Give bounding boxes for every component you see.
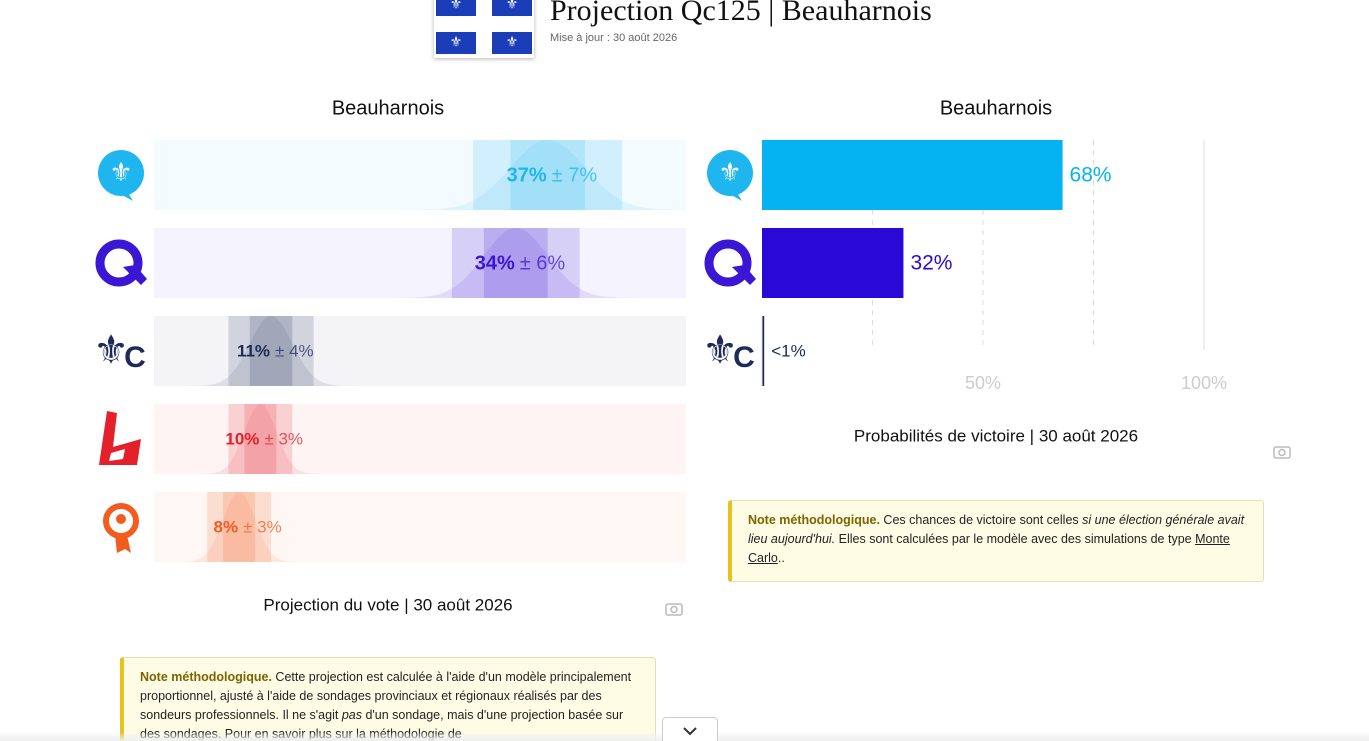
party-logo — [100, 244, 147, 285]
row-background — [154, 316, 686, 386]
value-label: 11% — [237, 341, 270, 360]
error-core — [249, 316, 293, 386]
distribution-curve — [398, 140, 686, 210]
row-background — [154, 492, 686, 562]
party-logo — [99, 411, 141, 465]
x-tick-label: 100% — [1181, 373, 1227, 393]
value-label: <1% — [771, 341, 806, 360]
methodology-note: Note méthodologique. Ces chances de vict… — [728, 500, 1264, 582]
flag-graphic: ⚜ ⚜ ⚜ ⚜ — [434, 0, 534, 58]
chart-caption: Projection du vote | 30 août 2026 — [263, 595, 512, 614]
chart-caption: Probabilités de victoire | 30 août 2026 — [854, 426, 1138, 445]
chart-title: Beauharnois — [940, 97, 1052, 119]
error-core — [510, 140, 585, 210]
party-logo — [106, 506, 136, 553]
value-label: 10% — [225, 429, 259, 448]
bar — [762, 140, 1063, 210]
svg-text:⚜: ⚜ — [450, 0, 463, 12]
error-band — [451, 228, 580, 298]
svg-text:⚜: ⚜ — [506, 0, 519, 12]
methodology-note: Note méthodologique. Cette projection es… — [120, 657, 656, 741]
row-background — [154, 404, 686, 474]
party-logo — [707, 150, 753, 201]
error-band — [207, 492, 272, 562]
error-label: ± 4% — [275, 341, 314, 360]
error-core — [483, 228, 548, 298]
row-background — [154, 140, 686, 210]
error-core — [223, 492, 256, 562]
note-text: Cette projection est calculée à l'aide d… — [140, 670, 632, 722]
error-band — [473, 140, 623, 210]
scroll-down-button[interactable] — [662, 717, 718, 741]
svg-text:⚜: ⚜ — [450, 34, 463, 50]
error-label: ± 3% — [264, 429, 303, 448]
note-text: .. — [777, 551, 785, 565]
bar — [762, 316, 765, 386]
party-logo — [709, 244, 756, 285]
chevron — [683, 727, 697, 736]
party-logo — [93, 328, 146, 374]
value-label: 32% — [910, 252, 952, 275]
error-label: ± 3% — [243, 517, 282, 536]
note-heading: Note méthodologique. — [748, 513, 880, 527]
note-text: Ces chances de victoire sont celles — [879, 513, 1083, 527]
bar — [762, 228, 904, 298]
error-label: ± 7% — [552, 164, 598, 186]
error-band — [228, 316, 314, 386]
value-label: 37% — [507, 164, 547, 186]
chart-title: Beauharnois — [332, 97, 444, 119]
update-date: Mise à jour : 30 août 2026 — [550, 32, 678, 44]
page-title: Projection Qc125 | Beauharnois — [550, 0, 932, 27]
distribution-curve — [196, 404, 325, 474]
distribution-curve — [175, 492, 303, 562]
note-emphasis: si une élection générale avait lieu aujo… — [748, 513, 1245, 546]
camera-icon[interactable] — [1273, 446, 1291, 459]
party-logo — [98, 150, 144, 201]
party-logo — [702, 328, 755, 374]
note-heading: Note méthodologique. — [140, 670, 272, 684]
error-core — [244, 404, 277, 474]
note-text: Elles sont calculées par le modèle avec … — [835, 532, 1196, 546]
note-emphasis: pas — [341, 708, 362, 722]
quebec-flag: ⚜ ⚜ ⚜ ⚜ — [434, 0, 534, 58]
x-tick-label: 50% — [965, 373, 1001, 393]
monte-carlo-link[interactable]: Monte Carlo — [748, 532, 1230, 565]
value-label: 8% — [214, 517, 239, 536]
distribution-curve — [388, 228, 644, 298]
error-band — [228, 404, 293, 474]
value-label: 34% — [475, 252, 515, 274]
value-label: 68% — [1070, 164, 1112, 187]
row-background — [154, 228, 686, 298]
error-label: ± 6% — [520, 252, 566, 274]
camera-icon[interactable] — [665, 603, 683, 616]
distribution-curve — [185, 316, 357, 386]
svg-text:⚜: ⚜ — [506, 34, 519, 50]
